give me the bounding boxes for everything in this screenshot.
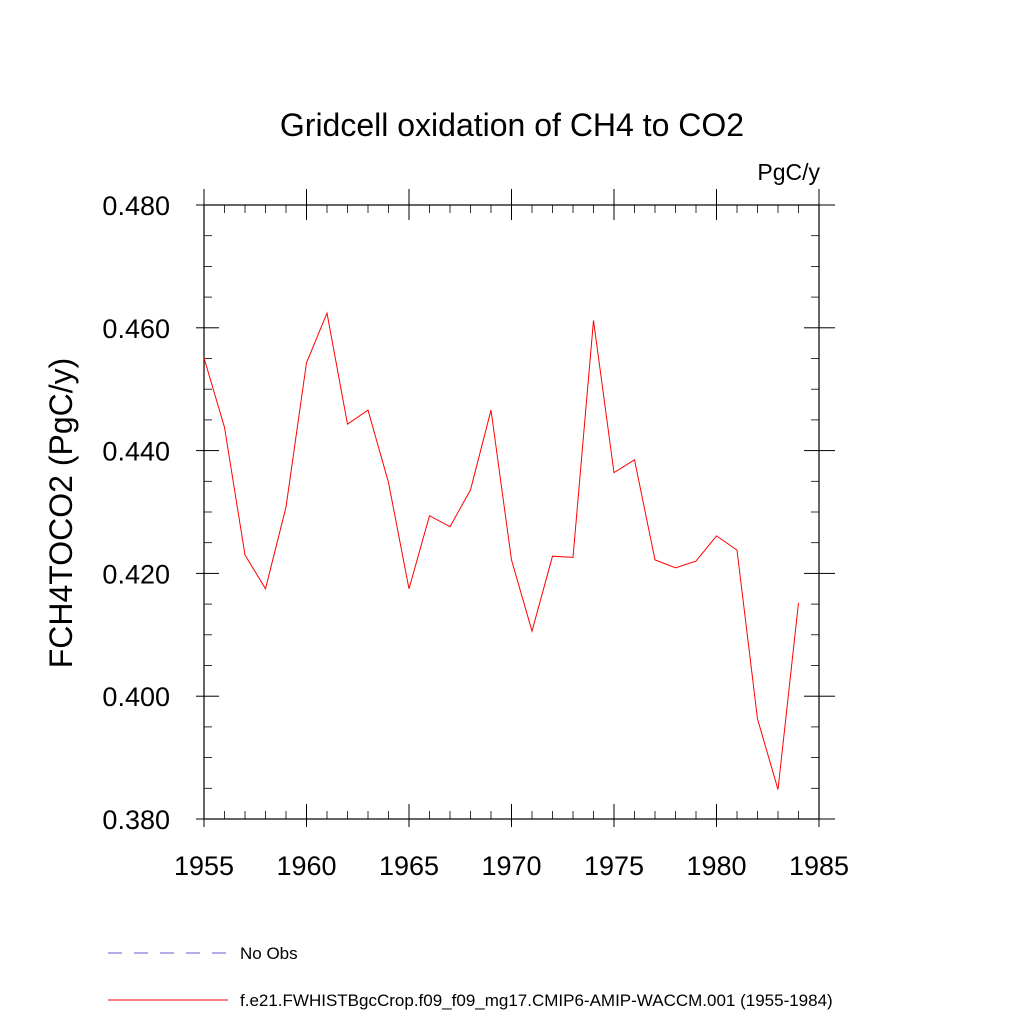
y-axis-label: FCH4TOCO2 (PgC/y): [43, 358, 79, 669]
x-tick-label: 1975: [584, 851, 644, 881]
plot-frame: [204, 205, 819, 819]
chart-title: Gridcell oxidation of CH4 to CO2: [280, 107, 744, 143]
units-label: PgC/y: [757, 159, 820, 185]
y-tick-label: 0.480: [102, 191, 170, 221]
legend-label-no-obs: No Obs: [240, 944, 298, 963]
legend: No Obs f.e21.FWHISTBgcCrop.f09_f09_mg17.…: [108, 944, 833, 1010]
x-tick-label: 1985: [789, 851, 849, 881]
legend-label-model: f.e21.FWHISTBgcCrop.f09_f09_mg17.CMIP6-A…: [240, 991, 833, 1010]
axis-tick-labels: 1955 1960 1965 1970 1975 1980 1985 0.380 0.400 0.…: [102, 191, 849, 881]
x-tick-label: 1965: [379, 851, 439, 881]
y-tick-label: 0.380: [102, 805, 170, 835]
x-tick-label: 1970: [481, 851, 541, 881]
series-line-0: [204, 313, 799, 789]
x-tick-label: 1980: [686, 851, 746, 881]
y-tick-label: 0.460: [102, 314, 170, 344]
axis-ticks: [196, 189, 835, 827]
x-tick-label: 1955: [174, 851, 234, 881]
y-tick-label: 0.420: [102, 559, 170, 589]
y-tick-label: 0.440: [102, 437, 170, 467]
y-tick-label: 0.400: [102, 682, 170, 712]
x-tick-label: 1960: [276, 851, 336, 881]
series-layer: [204, 313, 799, 789]
